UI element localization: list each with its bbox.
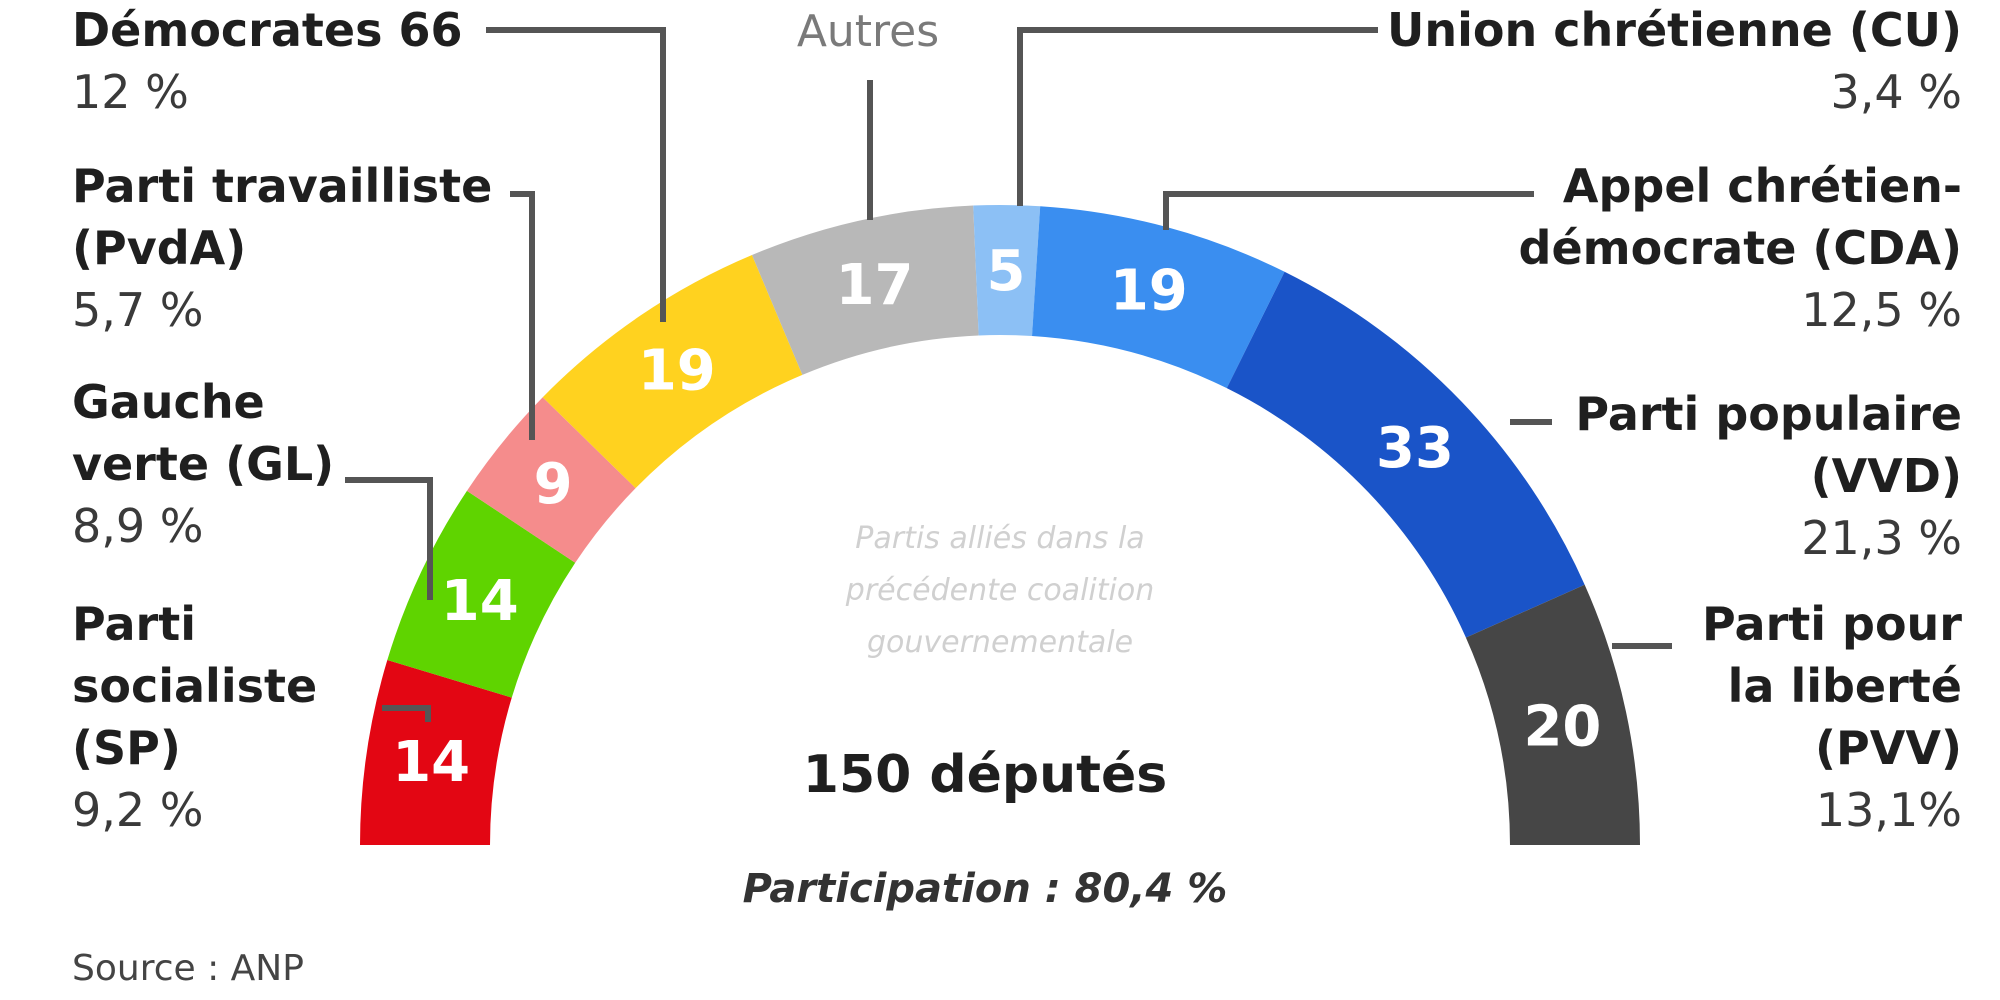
party-name-4-0: Autres bbox=[797, 6, 939, 57]
party-name-1-0: Gauche bbox=[72, 375, 265, 429]
party-name-8-2: (PVV) bbox=[1815, 721, 1962, 775]
seat-value-1: 14 bbox=[441, 569, 519, 634]
party-name-1-1: verte (GL) bbox=[72, 437, 334, 491]
party-name-6-0: Appel chrétien- bbox=[1563, 159, 1962, 213]
seat-arc-5 bbox=[973, 204, 1041, 337]
leader-line-5 bbox=[1017, 27, 1378, 206]
seat-arc-6 bbox=[1032, 206, 1285, 389]
seat-value-5: 5 bbox=[987, 239, 1026, 304]
seat-value-0: 14 bbox=[392, 730, 470, 795]
leader-line-6 bbox=[1163, 191, 1534, 230]
party-pct-6: 12,5 % bbox=[1801, 283, 1962, 337]
seat-arc-8 bbox=[1465, 584, 1640, 845]
seat-arc-1 bbox=[387, 490, 576, 698]
coalition-note: Partis alliés dans la précédente coaliti… bbox=[845, 521, 1154, 660]
leader-line-2 bbox=[510, 191, 535, 440]
party-name-2-0: Parti travailliste bbox=[72, 159, 492, 213]
center-title: 150 députés bbox=[803, 745, 1167, 805]
party-name-5-0: Union chrétienne (CU) bbox=[1387, 3, 1962, 57]
seat-arc-7 bbox=[1226, 271, 1585, 638]
party-name-8-1: la liberté bbox=[1728, 659, 1962, 713]
leader-line-3 bbox=[486, 27, 666, 322]
seat-arc-4 bbox=[751, 205, 979, 375]
seat-arc-2 bbox=[466, 397, 636, 563]
party-pct-3: 12 % bbox=[72, 65, 189, 119]
party-pct-5: 3,4 % bbox=[1831, 65, 1963, 119]
party-name-3-0: Démocrates 66 bbox=[72, 3, 463, 57]
leader-line-1 bbox=[345, 477, 433, 600]
party-name-7-1: (VVD) bbox=[1811, 449, 1962, 503]
seat-value-8: 20 bbox=[1523, 694, 1601, 759]
leader-line-0 bbox=[382, 705, 431, 722]
party-name-0-2: (SP) bbox=[72, 721, 181, 775]
coalition-note-line-1: Partis alliés dans la bbox=[855, 521, 1144, 556]
party-name-2-1: (PvdA) bbox=[72, 221, 246, 275]
party-pct-7: 21,3 % bbox=[1801, 511, 1962, 565]
coalition-note-line-2: précédente coalition bbox=[845, 573, 1154, 608]
leader-lines bbox=[345, 27, 1672, 722]
party-name-7-0: Parti populaire bbox=[1575, 387, 1962, 441]
party-pct-2: 5,7 % bbox=[72, 283, 204, 337]
seat-value-6: 19 bbox=[1110, 259, 1188, 324]
seat-value-4: 17 bbox=[836, 253, 914, 318]
participation-label: Participation : 80,4 % bbox=[743, 866, 1228, 912]
party-name-6-1: démocrate (CDA) bbox=[1519, 221, 1962, 275]
party-pct-0: 9,2 % bbox=[72, 783, 204, 837]
party-labels: Parti socialiste (SP) 9,2 % Gauche verte (GL)… bbox=[72, 3, 1962, 837]
party-name-8-0: Parti pour bbox=[1702, 597, 1962, 651]
party-pct-8: 13,1% bbox=[1816, 783, 1962, 837]
seat-value-2: 9 bbox=[534, 452, 573, 517]
seat-value-3: 19 bbox=[638, 338, 716, 403]
seat-value-7: 33 bbox=[1376, 416, 1454, 481]
coalition-note-line-3: gouvernementale bbox=[867, 625, 1133, 660]
seat-arc-3 bbox=[542, 255, 803, 489]
party-pct-1: 8,9 % bbox=[72, 499, 204, 553]
party-name-0-0: Parti bbox=[72, 597, 196, 651]
source-label: Source : ANP bbox=[72, 948, 304, 989]
seat-arcs bbox=[360, 204, 1640, 845]
party-name-0-1: socialiste bbox=[72, 659, 317, 713]
